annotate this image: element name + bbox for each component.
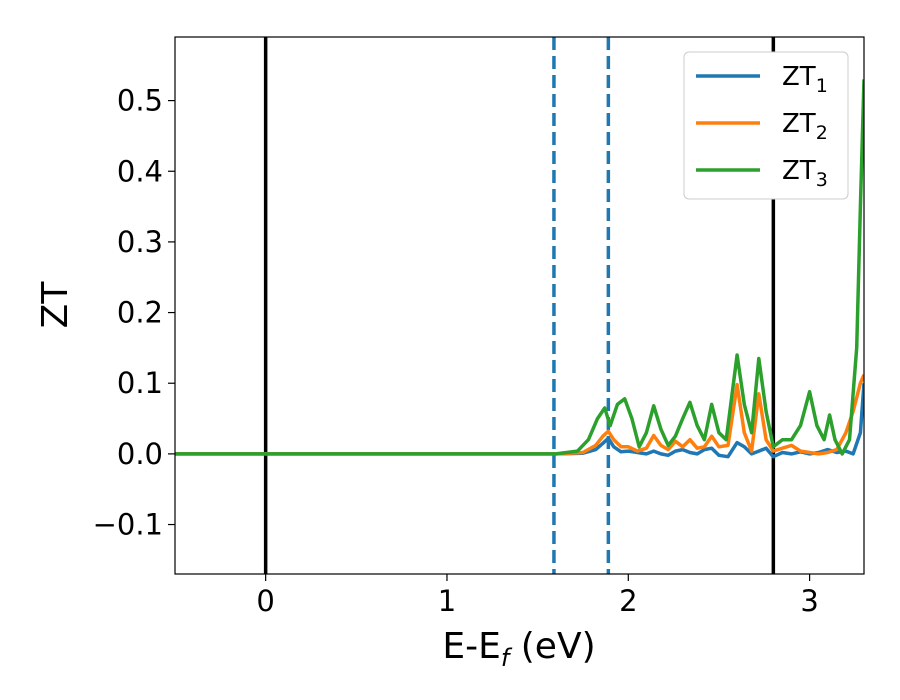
x-tick-label: 0	[256, 584, 274, 618]
y-axis-label: ZT	[35, 281, 76, 329]
y-tick-label: 0.3	[117, 225, 163, 259]
y-tick-label: 0.1	[117, 366, 163, 400]
plot-frame	[174, 36, 865, 575]
y-tick-label: 0.4	[117, 154, 163, 188]
x-axis-label: E-Ef (eV)	[442, 626, 595, 672]
y-tick-label: 0.2	[117, 296, 163, 330]
y-tick-label: 0.5	[117, 84, 163, 118]
y-tick-label: −0.1	[93, 508, 163, 542]
legend-label-zt1: ZT1	[782, 62, 828, 97]
legend-label-zt3: ZT3	[782, 156, 828, 191]
legend-box	[683, 51, 849, 200]
x-tick-label: 2	[619, 584, 637, 618]
legend: ZT1 ZT2 ZT3	[683, 51, 849, 200]
y-tick-label: 0.0	[117, 437, 163, 471]
series-line-zt3	[175, 79, 864, 456]
x-tick-label: 3	[800, 584, 818, 618]
series-line-zt2	[175, 374, 864, 456]
x-tick-label: 1	[438, 584, 456, 618]
legend-label-zt2: ZT2	[782, 109, 828, 144]
